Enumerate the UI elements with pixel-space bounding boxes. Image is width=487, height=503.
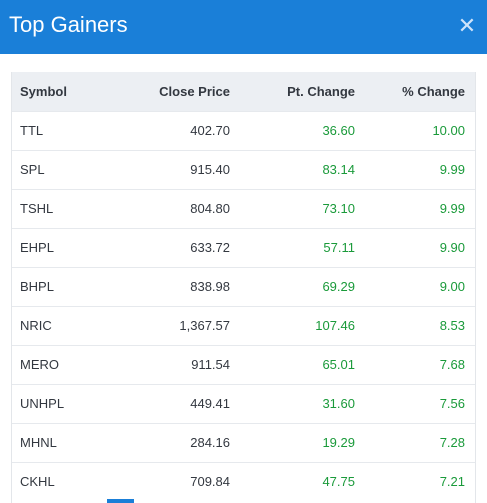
close-price-cell: 633.72 <box>190 240 230 255</box>
pct-change-cell: 9.99 <box>439 162 465 177</box>
pct-change-cell: 8.53 <box>439 318 465 333</box>
symbol-cell[interactable]: TTL <box>20 123 44 138</box>
column-header-close-price[interactable]: Close Price <box>159 83 230 99</box>
column-header-pt-change[interactable]: Pt. Change <box>287 83 355 99</box>
close-price-cell: 838.98 <box>190 279 230 294</box>
table-row[interactable]: MHNL 284.16 19.29 7.28 <box>12 423 475 462</box>
pct-change-cell: 10.00 <box>432 123 465 138</box>
pt-change-cell: 107.46 <box>315 318 355 333</box>
close-price-cell: 915.40 <box>190 162 230 177</box>
pt-change-cell: 47.75 <box>322 474 355 490</box>
pct-change-cell: 9.90 <box>439 240 465 255</box>
table-row[interactable]: MERO 911.54 65.01 7.68 <box>12 345 475 384</box>
column-header-symbol[interactable]: Symbol <box>20 83 67 99</box>
symbol-cell[interactable]: MHNL <box>20 435 57 450</box>
table-row[interactable]: SPL 915.40 83.14 9.99 <box>12 150 475 189</box>
close-price-cell: 449.41 <box>190 396 230 411</box>
dialog-header: Top Gainers ✕ <box>0 0 487 54</box>
symbol-cell[interactable]: NRIC <box>20 318 52 333</box>
gainers-table: Symbol Close Price Pt. Change % Change T… <box>12 72 475 501</box>
symbol-cell[interactable]: EHPL <box>20 240 54 255</box>
pt-change-cell: 65.01 <box>322 357 355 372</box>
pct-change-cell: 7.68 <box>439 357 465 372</box>
symbol-cell[interactable]: TSHL <box>20 201 54 216</box>
close-icon[interactable]: ✕ <box>457 13 477 38</box>
close-price-cell: 402.70 <box>190 123 230 138</box>
pct-change-cell: 7.21 <box>439 474 465 490</box>
pt-change-cell: 19.29 <box>322 435 355 450</box>
pct-change-cell: 9.00 <box>439 279 465 294</box>
pt-change-cell: 73.10 <box>322 201 355 216</box>
table-row[interactable]: TSHL 804.80 73.10 9.99 <box>12 189 475 228</box>
close-price-cell: 1,367.57 <box>179 318 230 333</box>
pt-change-cell: 31.60 <box>322 396 355 411</box>
symbol-cell[interactable]: CKHL <box>20 474 55 490</box>
symbol-cell[interactable]: BHPL <box>20 279 54 294</box>
pt-change-cell: 69.29 <box>322 279 355 294</box>
pct-change-cell: 7.56 <box>439 396 465 411</box>
column-header-pct-change[interactable]: % Change <box>402 83 465 99</box>
scroll-indicator[interactable] <box>107 499 134 503</box>
table-row[interactable]: TTL 402.70 36.60 10.00 <box>12 111 475 150</box>
close-price-cell: 709.84 <box>190 474 230 490</box>
pct-change-cell: 7.28 <box>439 435 465 450</box>
pct-change-cell: 9.99 <box>439 201 465 216</box>
dialog-title: Top Gainers <box>9 12 128 37</box>
table-row[interactable]: CKHL 709.84 47.75 7.21 <box>12 462 475 501</box>
close-price-cell: 911.54 <box>191 357 230 372</box>
symbol-cell[interactable]: UNHPL <box>20 396 65 411</box>
pt-change-cell: 57.11 <box>323 240 355 255</box>
close-price-cell: 804.80 <box>190 201 230 216</box>
symbol-cell[interactable]: MERO <box>20 357 59 372</box>
table-row[interactable]: BHPL 838.98 69.29 9.00 <box>12 267 475 306</box>
table-row[interactable]: NRIC 1,367.57 107.46 8.53 <box>12 306 475 345</box>
pt-change-cell: 83.14 <box>322 162 355 177</box>
table-row[interactable]: EHPL 633.72 57.11 9.90 <box>12 228 475 267</box>
table-row[interactable]: UNHPL 449.41 31.60 7.56 <box>12 384 475 423</box>
close-price-cell: 284.16 <box>190 435 230 450</box>
table-header-row: Symbol Close Price Pt. Change % Change <box>12 72 475 111</box>
symbol-cell[interactable]: SPL <box>20 162 45 177</box>
pt-change-cell: 36.60 <box>322 123 355 138</box>
gainers-table-container: Symbol Close Price Pt. Change % Change T… <box>11 72 476 503</box>
